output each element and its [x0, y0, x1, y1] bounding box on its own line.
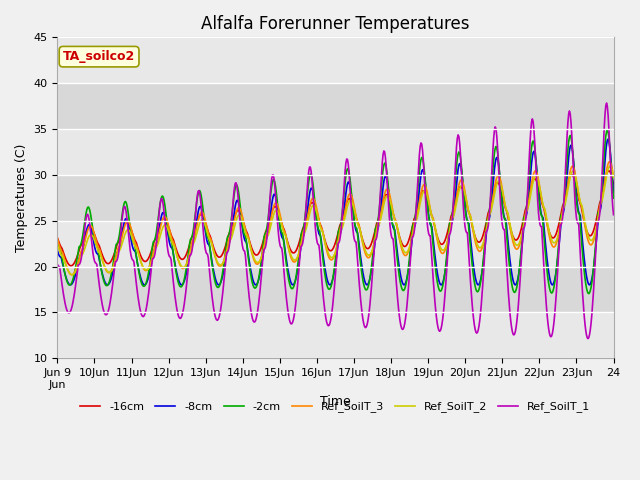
-16cm [610, 181, 618, 187]
Ref_SoilT_3 [178, 265, 186, 271]
-2cm [610, 195, 618, 201]
-2cm [419, 159, 427, 165]
Ref_SoilT_2 [63, 266, 71, 272]
-8cm [177, 282, 185, 288]
-2cm [54, 240, 61, 245]
Bar [58, 37, 614, 83]
Line: -16cm: -16cm [58, 171, 614, 266]
-2cm [177, 284, 185, 290]
Ref_SoilT_1 [177, 315, 185, 321]
Title: Alfalfa Forerunner Temperatures: Alfalfa Forerunner Temperatures [201, 15, 470, 33]
Ref_SoilT_2 [606, 163, 614, 169]
Line: -8cm: -8cm [58, 139, 614, 285]
-2cm [604, 127, 611, 133]
Bar [58, 312, 614, 358]
-8cm [604, 136, 612, 142]
Ref_SoilT_1 [63, 309, 71, 314]
-16cm [605, 168, 612, 174]
Line: Ref_SoilT_1: Ref_SoilT_1 [58, 103, 614, 338]
-8cm [63, 278, 71, 284]
Line: Ref_SoilT_2: Ref_SoilT_2 [58, 166, 614, 275]
Text: TA_soilco2: TA_soilco2 [63, 50, 135, 63]
-16cm [207, 237, 215, 243]
Bar [58, 221, 614, 266]
-16cm [404, 240, 412, 246]
Ref_SoilT_2 [68, 272, 76, 277]
-2cm [121, 199, 129, 205]
Ref_SoilT_2 [610, 174, 618, 180]
Ref_SoilT_2 [207, 240, 215, 245]
Bar [58, 266, 614, 312]
-16cm [63, 260, 71, 265]
Line: Ref_SoilT_3: Ref_SoilT_3 [58, 162, 614, 275]
Ref_SoilT_3 [610, 174, 618, 180]
Ref_SoilT_1 [584, 336, 592, 341]
Bar [58, 129, 614, 175]
Ref_SoilT_1 [403, 302, 411, 308]
Ref_SoilT_3 [54, 236, 61, 241]
Ref_SoilT_1 [419, 156, 427, 162]
-8cm [403, 275, 411, 281]
Ref_SoilT_3 [207, 238, 215, 244]
-16cm [67, 263, 75, 269]
Ref_SoilT_3 [122, 221, 129, 227]
Y-axis label: Temperatures (C): Temperatures (C) [15, 144, 28, 252]
-8cm [207, 250, 214, 255]
Ref_SoilT_1 [603, 100, 611, 106]
Bar [58, 175, 614, 221]
Ref_SoilT_3 [68, 272, 76, 278]
-2cm [403, 276, 411, 281]
-16cm [122, 220, 129, 226]
X-axis label: Time: Time [320, 395, 351, 408]
-2cm [207, 251, 214, 256]
Ref_SoilT_1 [610, 212, 618, 217]
-16cm [178, 256, 186, 262]
Ref_SoilT_3 [420, 181, 428, 187]
Ref_SoilT_2 [420, 188, 428, 194]
-8cm [54, 247, 61, 253]
-2cm [63, 280, 71, 286]
Ref_SoilT_3 [404, 250, 412, 256]
Ref_SoilT_2 [54, 242, 61, 248]
-2cm [585, 291, 593, 297]
Ref_SoilT_2 [122, 230, 129, 236]
Ref_SoilT_2 [404, 248, 412, 254]
Ref_SoilT_1 [54, 262, 61, 267]
Ref_SoilT_3 [63, 266, 71, 272]
Ref_SoilT_1 [121, 204, 129, 209]
Bar [58, 83, 614, 129]
-16cm [420, 188, 428, 194]
-8cm [610, 189, 618, 195]
-8cm [121, 218, 129, 224]
Line: -2cm: -2cm [58, 130, 614, 294]
Legend: -16cm, -8cm, -2cm, Ref_SoilT_3, Ref_SoilT_2, Ref_SoilT_1: -16cm, -8cm, -2cm, Ref_SoilT_3, Ref_Soil… [76, 397, 595, 417]
Ref_SoilT_2 [178, 264, 186, 270]
Ref_SoilT_3 [606, 159, 614, 165]
-16cm [54, 235, 61, 240]
-8cm [511, 282, 519, 288]
Ref_SoilT_1 [207, 279, 214, 285]
-8cm [419, 168, 427, 173]
